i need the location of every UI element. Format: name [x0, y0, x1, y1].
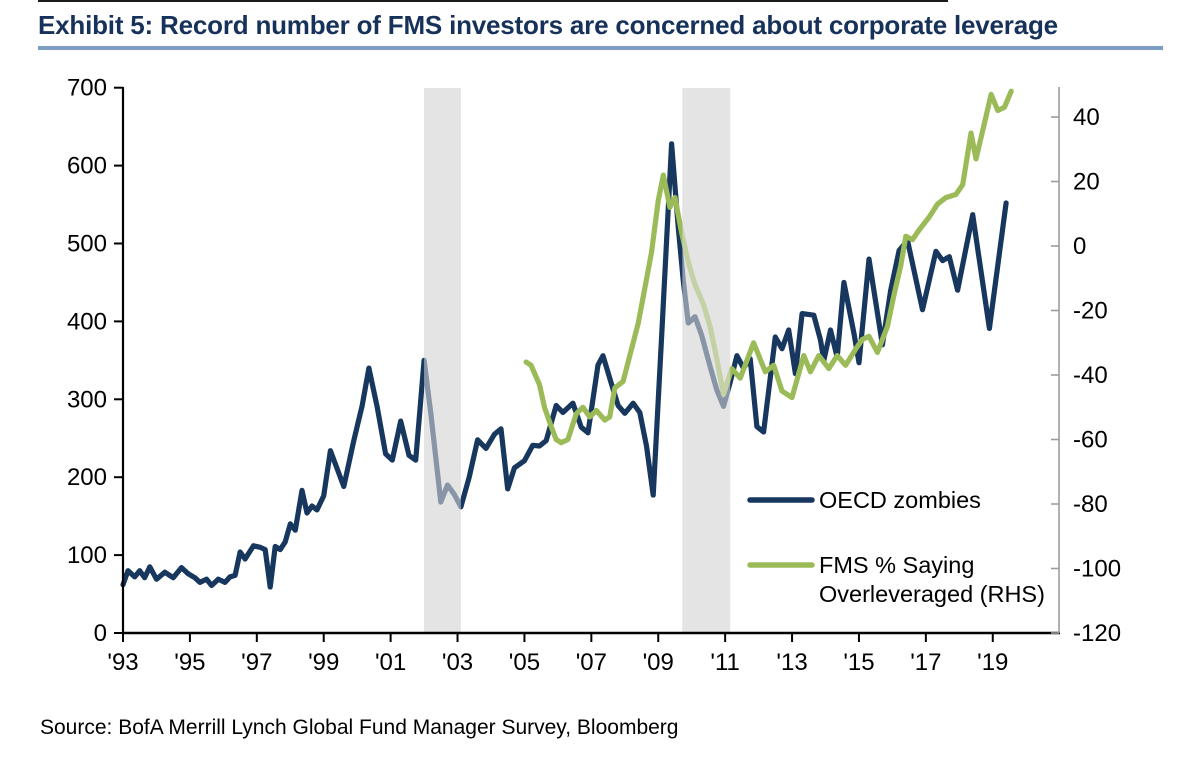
x-axis-tick-label: '03 — [442, 649, 473, 676]
right-axis-tick-label: -80 — [1073, 491, 1108, 518]
top-border-line — [38, 0, 948, 2]
right-axis-tick-label: -20 — [1073, 298, 1108, 325]
right-axis-tick-label: 0 — [1073, 233, 1086, 260]
x-axis-tick-label: '09 — [643, 649, 674, 676]
x-axis-tick-label: '11 — [710, 649, 740, 676]
left-axis-tick-label: 0 — [94, 620, 107, 647]
x-axis-tick-label: '95 — [174, 649, 205, 676]
x-axis-tick-label: '15 — [843, 649, 874, 676]
x-axis-tick-label: '19 — [977, 649, 1008, 676]
left-axis-tick-label: 500 — [67, 231, 107, 258]
recession-band-overlay — [682, 88, 731, 633]
x-axis-tick-label: '93 — [107, 649, 138, 676]
right-axis-tick-label: 40 — [1073, 104, 1100, 131]
left-axis-tick-label: 100 — [67, 542, 107, 569]
x-axis-tick-label: '97 — [241, 649, 272, 676]
title-underline — [38, 46, 1163, 50]
series-lines — [120, 88, 1014, 590]
x-axis-tick-label: '05 — [509, 649, 540, 676]
left-axis-tick-label: 300 — [67, 386, 107, 413]
x-axis-tick-label: '01 — [375, 649, 406, 676]
legend-label-fms-overleveraged: FMS % Saying — [819, 552, 974, 578]
series-line-fms-overleveraged — [523, 88, 1014, 446]
legend-label-oecd-zombies: OECD zombies — [819, 487, 981, 513]
x-axis-tick-label: '99 — [308, 649, 339, 676]
x-axis-tick-label: '13 — [776, 649, 807, 676]
page-title: Exhibit 5: Record number of FMS investor… — [38, 10, 1058, 40]
left-axis-tick-label: 700 — [67, 75, 107, 102]
x-axis-tick-label: '17 — [910, 649, 941, 676]
legend: OECD zombies FMS % Saying Overleveraged (R… — [747, 487, 1045, 607]
right-axis-tick-label: 20 — [1073, 169, 1100, 196]
left-axis-tick-label: 600 — [67, 153, 107, 180]
right-axis-tick-label: -120 — [1073, 620, 1121, 647]
legend-label-fms-overleveraged: Overleveraged (RHS) — [819, 581, 1045, 607]
right-axis-tick-label: -40 — [1073, 362, 1108, 389]
left-axis-tick-label: 200 — [67, 464, 107, 491]
source-note: Source: BofA Merrill Lynch Global Fund M… — [40, 716, 679, 739]
x-axis-tick-label: '07 — [576, 649, 607, 676]
axes: 700600500400300200100040200-20-40-60-80-… — [67, 75, 1121, 676]
right-axis-tick-label: -60 — [1073, 427, 1108, 454]
right-axis-tick-label: -100 — [1073, 556, 1121, 583]
left-axis-tick-label: 400 — [67, 308, 107, 335]
recession-band-overlays — [424, 88, 731, 633]
series-line-oecd-zombies — [120, 141, 1009, 590]
recession-band-overlay — [424, 88, 461, 633]
